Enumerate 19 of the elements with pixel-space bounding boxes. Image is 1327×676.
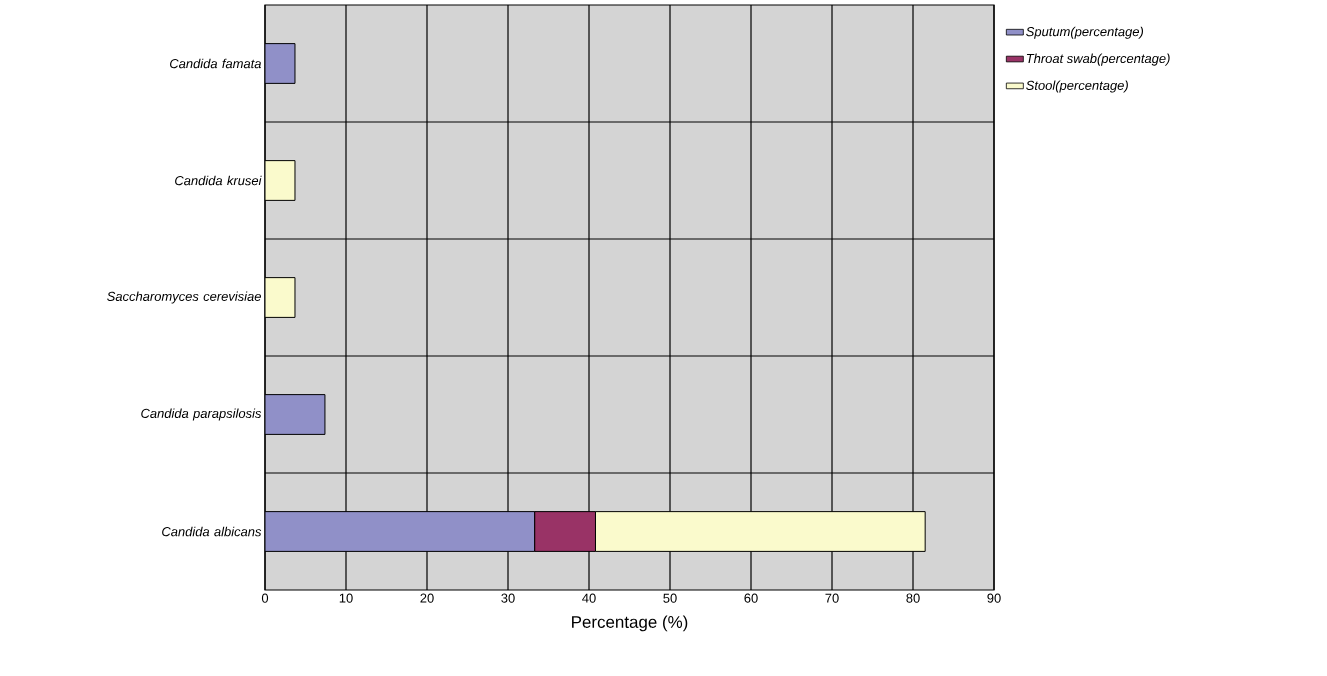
- x-tick-label: 10: [339, 593, 353, 603]
- y-tick-label: Candida albicans: [162, 526, 262, 537]
- x-tick-label: 70: [825, 593, 839, 603]
- y-tick-label: Saccharomyces cerevisiae: [107, 291, 261, 304]
- y-tick-label: Candida parapsilosis: [141, 408, 262, 421]
- x-tick-label: 40: [582, 593, 596, 603]
- x-tick-label: 60: [744, 593, 758, 603]
- x-axis-title: Percentage (%): [572, 615, 688, 632]
- legend-label: Sputum(percentage): [1026, 26, 1144, 39]
- x-tick-label: 90: [987, 593, 1001, 603]
- x-tick-label: 20: [420, 593, 434, 603]
- y-tick-label: Candida famata: [170, 58, 262, 69]
- x-tick-label: 30: [501, 593, 515, 603]
- y-tick-label: Candida krusei: [175, 175, 262, 186]
- legend-label: Throat swab(percentage): [1026, 53, 1170, 66]
- x-tick-label: 50: [663, 593, 677, 603]
- legend-label: Stool(percentage): [1026, 80, 1128, 93]
- x-tick-label: 0: [261, 593, 269, 603]
- x-tick-label: 80: [906, 593, 920, 603]
